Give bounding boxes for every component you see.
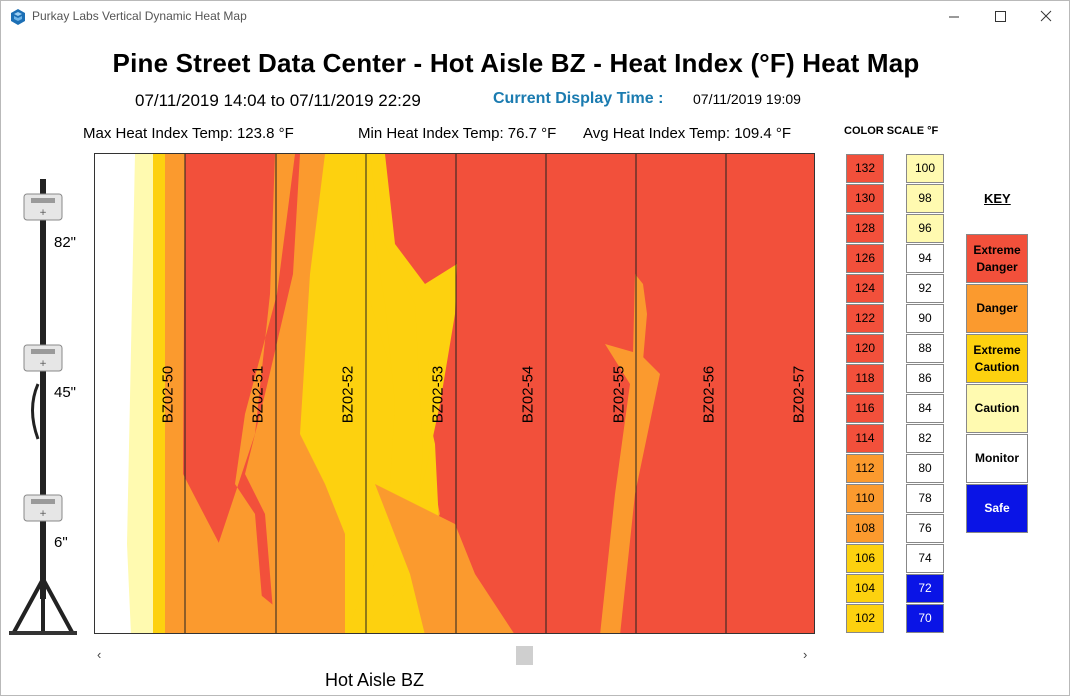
key-item: Extreme Danger: [966, 234, 1028, 283]
maximize-button[interactable]: [977, 1, 1023, 33]
key-item: Safe: [966, 484, 1028, 533]
rack-label-bz02-54: BZ02-54: [519, 365, 537, 424]
key-item: Extreme Caution: [966, 334, 1028, 383]
window-title: Purkay Labs Vertical Dynamic Heat Map: [32, 9, 247, 23]
current-display-value: 07/11/2019 19:09: [693, 91, 801, 107]
color-scale-cell: 120: [846, 334, 884, 363]
heat-map: BZ02-50 BZ02-51 BZ02-52 BZ02-53 BZ02-54 …: [94, 153, 815, 634]
height-label-45: 45": [54, 384, 77, 401]
color-scale-cell: 96: [906, 214, 944, 243]
heat-map-graphic: [95, 154, 814, 633]
avg-temp: Avg Heat Index Temp: 109.4 °F: [583, 125, 792, 142]
color-scale-cell: 76: [906, 514, 944, 543]
color-scale-cell: 72: [906, 574, 944, 603]
max-temp: Max Heat Index Temp: 123.8 °F: [83, 125, 294, 142]
color-scale-cell: 122: [846, 304, 884, 333]
color-scale-cell: 124: [846, 274, 884, 303]
key-item: Danger: [966, 284, 1028, 333]
rack-label-bz02-53: BZ02-53: [429, 365, 447, 424]
aisle-name: Hot Aisle BZ: [325, 670, 425, 690]
maximize-icon: [995, 11, 1006, 22]
color-scale-title: COLOR SCALE °F: [844, 125, 939, 137]
current-display-label: Current Display Time :: [493, 90, 664, 107]
rack-label-bz02-57: BZ02-57: [790, 365, 808, 424]
color-scale-cell: 106: [846, 544, 884, 573]
time-range: 07/11/2019 14:04 to 07/11/2019 22:29: [135, 91, 421, 110]
title-bar: Purkay Labs Vertical Dynamic Heat Map: [1, 1, 1069, 33]
rack-label-bz02-56: BZ02-56: [700, 365, 718, 424]
color-scale-cell: 78: [906, 484, 944, 513]
rack-label-bz02-50: BZ02-50: [159, 365, 177, 424]
rack-label-bz02-55: BZ02-55: [610, 365, 628, 424]
color-scale-cell: 90: [906, 304, 944, 333]
color-scale-cell: 98: [906, 184, 944, 213]
color-scale-cell: 110: [846, 484, 884, 513]
color-scale-cell: 128: [846, 214, 884, 243]
color-scale-cell: 108: [846, 514, 884, 543]
height-label-6: 6": [54, 534, 68, 551]
close-button[interactable]: [1023, 1, 1069, 33]
color-scale-cell: 92: [906, 274, 944, 303]
color-scale-cell: 118: [846, 364, 884, 393]
rack-label-bz02-51: BZ02-51: [249, 365, 267, 424]
color-scale-cell: 104: [846, 574, 884, 603]
minimize-button[interactable]: [931, 1, 977, 33]
color-scale-cell: 102: [846, 604, 884, 633]
color-scale-cell: 86: [906, 364, 944, 393]
svg-text:+: +: [39, 509, 47, 519]
color-scale-cell: 126: [846, 244, 884, 273]
svg-text:+: +: [39, 359, 47, 369]
app-logo-icon: [11, 9, 25, 25]
sensor-pole-icon: + + +: [9, 179, 77, 635]
color-scale-cell: 94: [906, 244, 944, 273]
color-scale-cell: 74: [906, 544, 944, 573]
color-scale-cell: 84: [906, 394, 944, 423]
height-label-82: 82": [54, 234, 77, 251]
color-scale-cell: 112: [846, 454, 884, 483]
key-item: Caution: [966, 384, 1028, 433]
svg-text:+: +: [39, 208, 47, 218]
time-scroll-thumb[interactable]: [516, 646, 533, 665]
rack-label-bz02-52: BZ02-52: [339, 365, 357, 424]
color-scale-cell: 88: [906, 334, 944, 363]
key-item: Monitor: [966, 434, 1028, 483]
key-title: KEY: [984, 191, 1011, 206]
color-scale-cell: 100: [906, 154, 944, 183]
color-scale-cell: 130: [846, 184, 884, 213]
color-scale-cell: 70: [906, 604, 944, 633]
color-scale-cell: 114: [846, 424, 884, 453]
color-scale-cell: 132: [846, 154, 884, 183]
scroll-right-arrow-icon[interactable]: ›: [803, 647, 808, 662]
color-scale-cell: 116: [846, 394, 884, 423]
color-scale-cell: 80: [906, 454, 944, 483]
close-icon: [1040, 10, 1052, 22]
min-temp: Min Heat Index Temp: 76.7 °F: [358, 125, 557, 142]
scroll-left-arrow-icon[interactable]: ‹: [97, 647, 102, 662]
page-title: Pine Street Data Center - Hot Aisle BZ -…: [112, 48, 920, 78]
minimize-icon: [949, 16, 959, 18]
color-scale-cell: 82: [906, 424, 944, 453]
